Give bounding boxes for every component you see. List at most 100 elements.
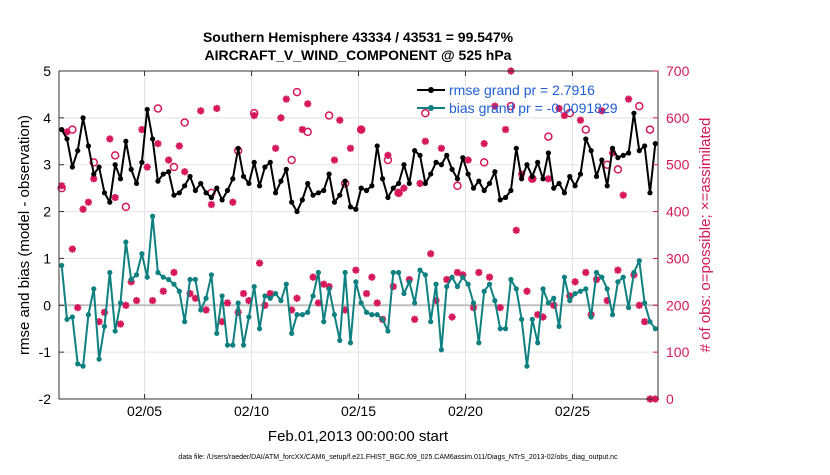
bias-point	[524, 363, 530, 369]
y-tick-label-right: 200	[666, 297, 690, 313]
rmse-point	[604, 183, 610, 189]
bias-point	[593, 269, 600, 276]
obs-assimilated-stroke	[90, 175, 98, 183]
rmse-point	[155, 178, 161, 184]
bias-point	[69, 314, 75, 320]
obs-assimilated-marker	[175, 142, 183, 150]
bias-point	[535, 340, 541, 346]
obs-assimilated-stroke	[448, 313, 456, 321]
rmse-point	[358, 185, 364, 191]
obs-possible-marker	[287, 155, 296, 165]
rmse-point	[433, 159, 439, 165]
rmse-point	[149, 136, 156, 142]
obs-assimilated-marker	[464, 156, 472, 164]
rmse-point	[529, 173, 535, 180]
bias-point	[64, 316, 70, 322]
rmse-point	[91, 171, 97, 177]
obs-possible-marker	[479, 158, 489, 167]
obs-assimilated-stroke	[85, 198, 92, 206]
y-axis-label-right: # of obs: o=possible; ×=assimilated	[697, 118, 714, 353]
y-tick-label-left: 3	[43, 157, 51, 173]
obs-assimilated-stroke	[213, 105, 221, 112]
rmse-point	[438, 162, 444, 168]
obs-assimilated-marker	[362, 289, 371, 298]
bias-point	[470, 300, 477, 306]
obs-assimilated-stroke	[202, 306, 210, 314]
obs-assimilated-stroke	[416, 180, 424, 187]
rmse-point	[326, 171, 332, 177]
bias-point	[647, 319, 653, 325]
bias-point	[486, 281, 493, 287]
obs-assimilated-marker	[132, 297, 141, 305]
bias-point	[187, 276, 193, 283]
obs-assimilated-marker	[598, 107, 606, 115]
obs-assimilated-stroke	[491, 102, 499, 110]
obs-assimilated-stroke	[523, 287, 531, 295]
obs-assimilated-marker	[346, 144, 355, 152]
bias-point	[353, 279, 359, 285]
bias-point	[433, 281, 439, 287]
obs-possible-marker	[324, 111, 334, 120]
bias-point	[374, 312, 380, 318]
bias-point	[449, 274, 455, 280]
obs-assimilated-marker	[255, 259, 264, 267]
bias-point	[545, 300, 551, 306]
obs-assimilated-stroke	[79, 205, 87, 213]
obs-assimilated-marker	[197, 107, 205, 115]
bias-point	[246, 314, 252, 320]
bias-point	[321, 319, 327, 325]
obs-assimilated-stroke	[577, 116, 584, 124]
obs-assimilated-stroke	[571, 278, 579, 286]
legend-bias-marker	[428, 105, 434, 111]
rmse-point	[321, 187, 327, 194]
obs-assimilated-marker	[213, 104, 221, 113]
obs-assimilated-stroke	[240, 290, 247, 297]
rmse-point	[224, 187, 231, 194]
bias-point	[182, 319, 188, 325]
bias-point	[642, 300, 648, 306]
obs-assimilated-marker	[223, 299, 232, 307]
bias-point	[481, 288, 487, 294]
rmse-point	[251, 159, 257, 165]
y-tick-label-right: 500	[666, 157, 690, 173]
bias-point	[149, 213, 156, 219]
obs-assimilated-marker	[496, 304, 504, 312]
obs-assimilated-marker	[266, 289, 274, 298]
obs-assimilated-stroke	[165, 156, 172, 164]
rmse-point	[214, 185, 220, 191]
rmse-point	[192, 187, 198, 194]
obs-assimilated-stroke	[619, 191, 627, 199]
obs-assimilated-stroke	[293, 294, 301, 302]
obs-assimilated-stroke	[224, 299, 231, 307]
rmse-point	[256, 183, 263, 189]
bias-point	[497, 326, 503, 332]
bias-point	[192, 276, 198, 283]
bias-point	[412, 300, 418, 306]
rmse-point	[412, 148, 418, 154]
rmse-point	[133, 180, 140, 187]
obs-assimilated-marker	[368, 273, 376, 281]
legend: rmse grand pr = 2.7916 bias grand pr = -…	[417, 82, 618, 116]
obs-assimilated-stroke	[111, 194, 119, 201]
rmse-point	[609, 145, 616, 151]
obs-assimilated-stroke	[427, 250, 435, 258]
obs-assimilated-stroke	[598, 107, 606, 115]
obs-assimilated-marker	[571, 278, 579, 286]
bias-point	[508, 276, 514, 283]
legend-rmse-marker	[428, 87, 434, 93]
obs-assimilated-marker	[635, 301, 643, 309]
rmse-point	[347, 204, 354, 210]
rmse-point	[631, 110, 637, 116]
obs-assimilated-marker	[239, 289, 248, 298]
bias-point	[80, 363, 86, 369]
bias-point	[583, 286, 589, 292]
x-tick-label: 02/05	[127, 403, 162, 419]
rmse-point	[80, 115, 86, 121]
obs-assimilated-stroke	[625, 95, 632, 103]
obs-assimilated-marker	[68, 245, 76, 253]
rmse-point	[652, 141, 658, 147]
bias-point	[283, 281, 289, 287]
obs-assimilated-stroke	[138, 126, 146, 133]
obs-assimilated-marker	[84, 198, 93, 206]
